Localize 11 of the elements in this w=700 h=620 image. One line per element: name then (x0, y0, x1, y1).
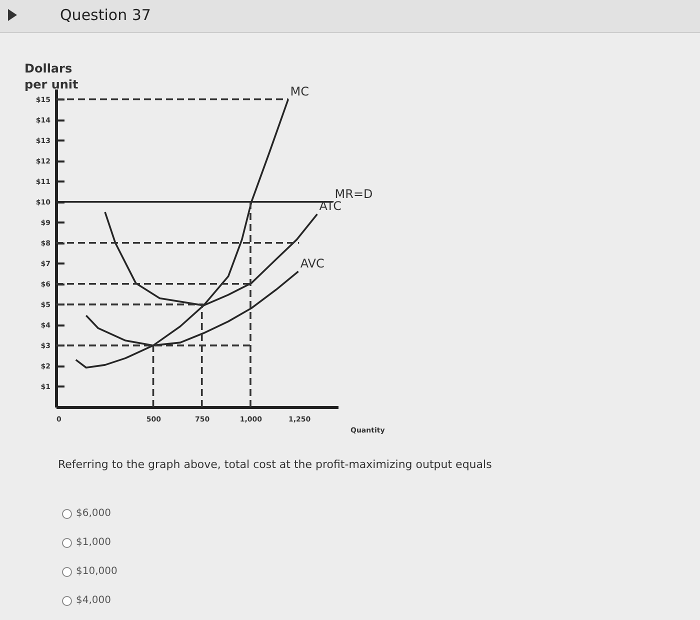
series-label: MC (290, 84, 309, 98)
text: $1,000 (76, 537, 111, 548)
text: $4,000 (76, 595, 111, 606)
series-label: MR=D (334, 186, 373, 201)
y-axis-title: Dollars per unit (24, 62, 79, 92)
series-label: ATC (319, 199, 342, 214)
text: $10,000 (76, 566, 118, 577)
text: $6,000 (76, 508, 111, 519)
series-label: AVC (300, 256, 324, 270)
chart-title: Question 37 (60, 6, 151, 24)
text: Referring to the graph above, total cost at the profit-maximizing output equals (58, 458, 492, 471)
